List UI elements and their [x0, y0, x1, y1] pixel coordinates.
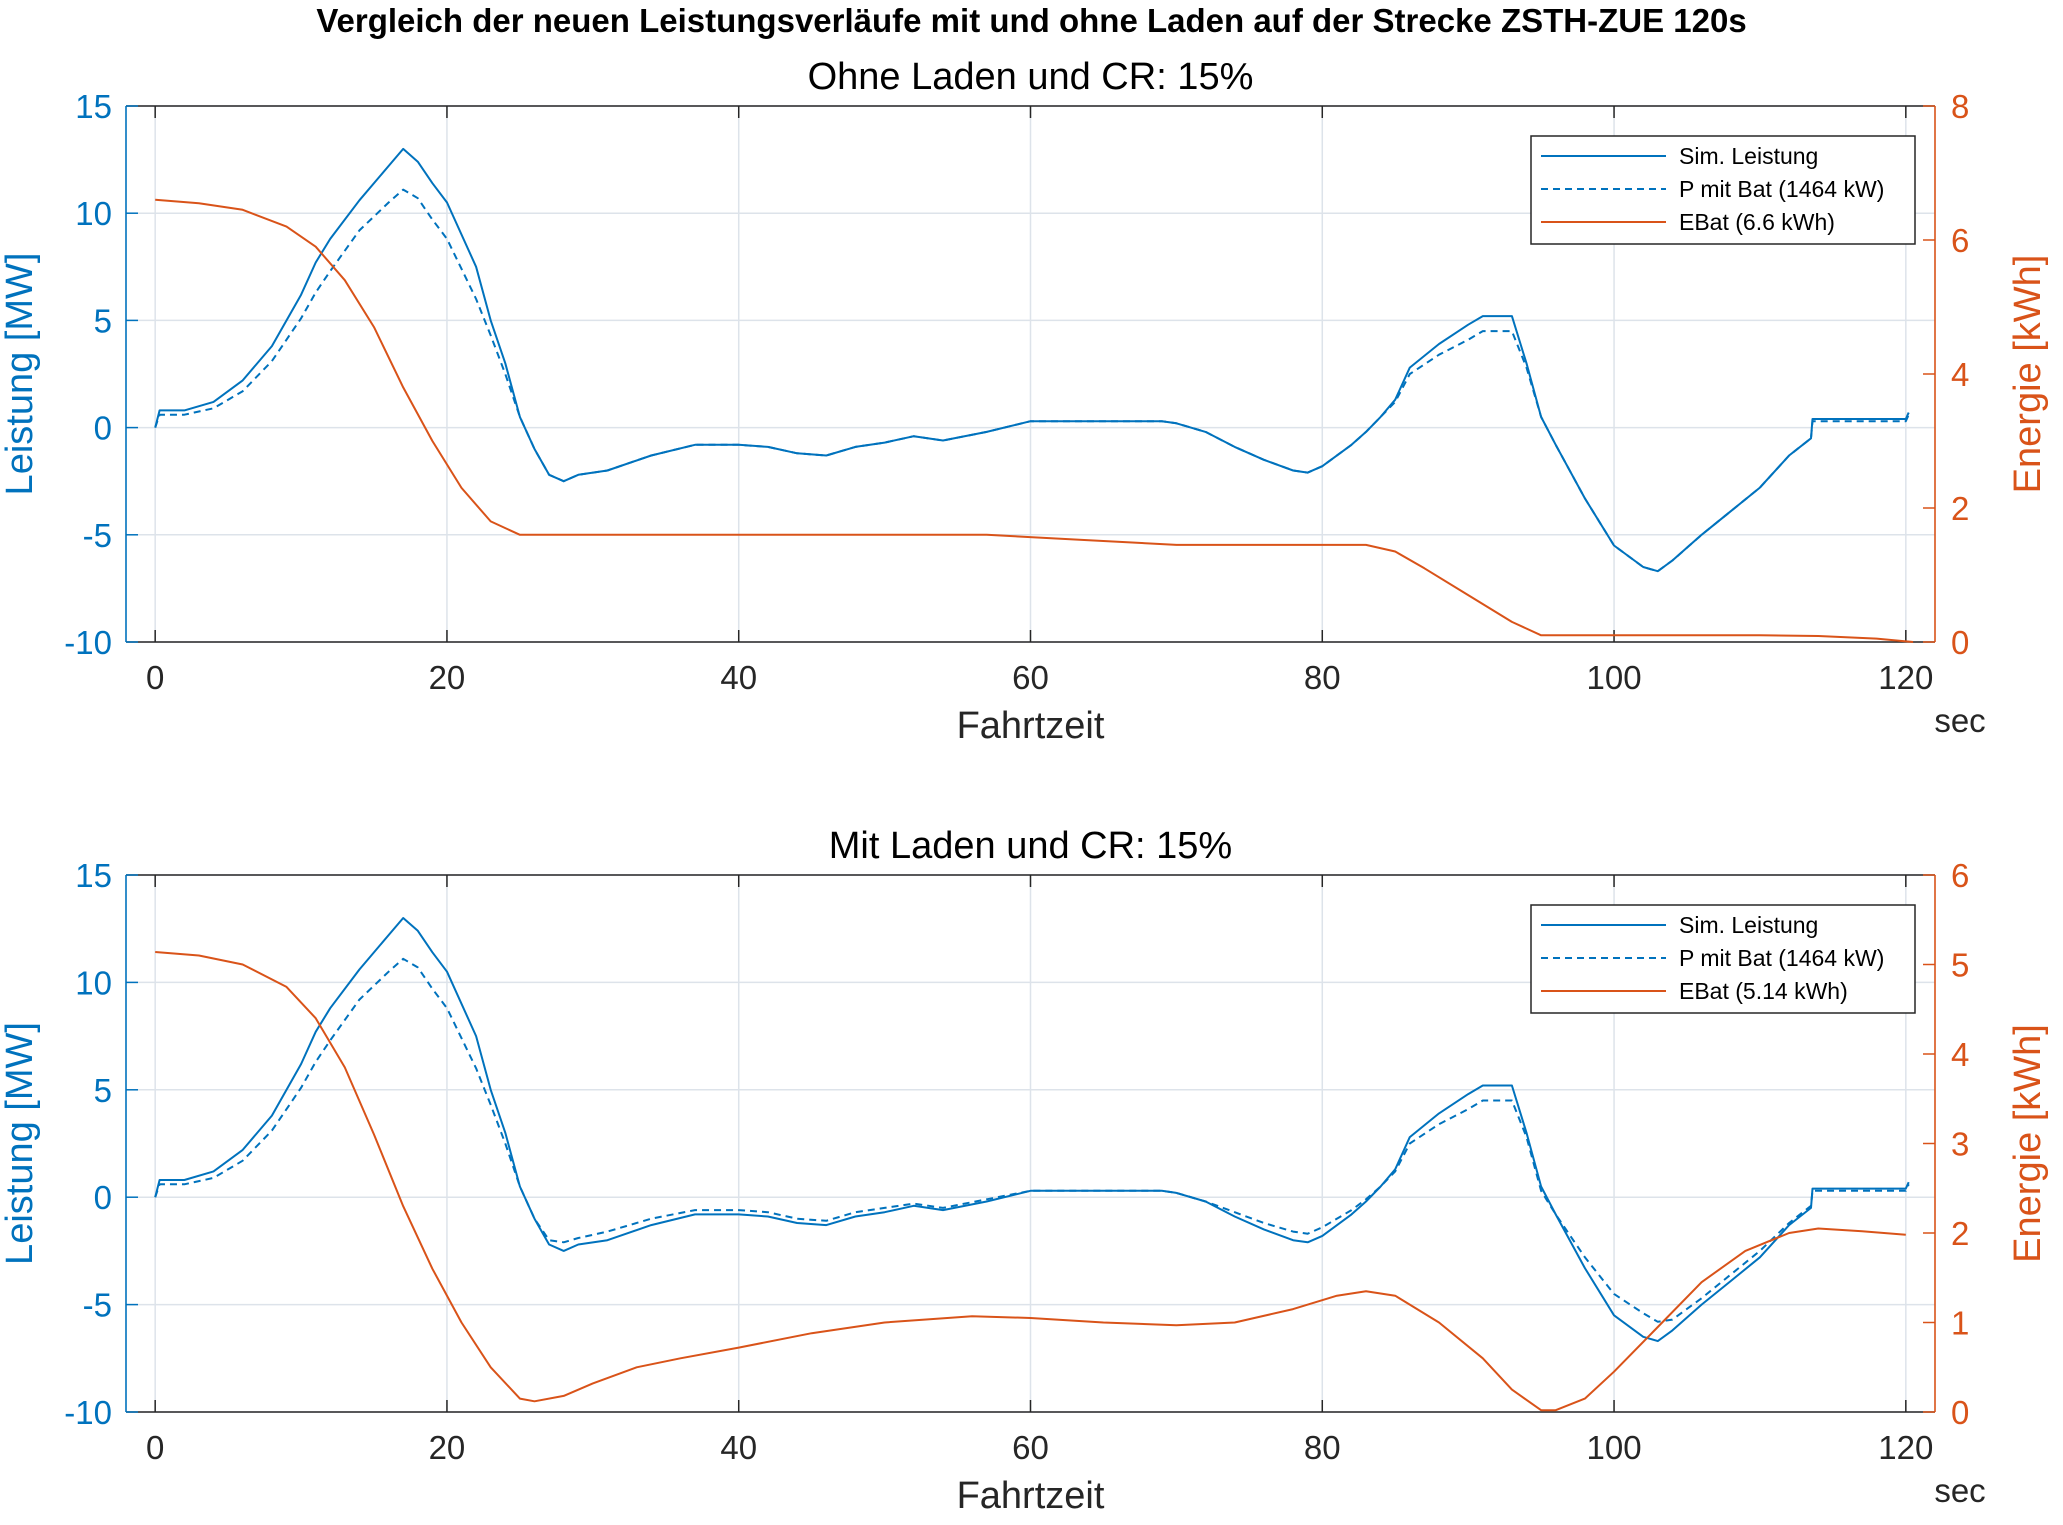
x-tick-label: 80: [1304, 1429, 1341, 1466]
y-right-tick-label: 2: [1951, 490, 1969, 527]
x-tick-label: 80: [1304, 659, 1341, 696]
y-left-tick-label: -5: [83, 517, 112, 554]
y-right-tick-label: 2: [1951, 1215, 1969, 1252]
x-tick-label: 40: [720, 1429, 757, 1466]
x-tick-label: 100: [1587, 659, 1642, 696]
subplot-title: Mit Laden und CR: 15%: [829, 825, 1232, 867]
y-left-tick-label: -5: [83, 1287, 112, 1324]
y-right-axis-label: Energie [kWh]: [2007, 255, 2049, 494]
legend: Sim. Leistung P mit Bat (1464 kW) EBat (6.…: [1530, 135, 1916, 245]
y-right-tick-label: 0: [1951, 624, 1969, 661]
y-left-tick-label: 10: [75, 195, 112, 232]
x-tick-label: 60: [1012, 1429, 1049, 1466]
y-right-axis-label: Energie [kWh]: [2007, 1024, 2049, 1263]
y-right-tick-label: 0: [1951, 1394, 1969, 1431]
legend-entry: EBat (5.14 kWh): [1679, 978, 1848, 1004]
y-left-tick-label: 10: [75, 964, 112, 1001]
y-left-tick-label: 5: [94, 1072, 112, 1109]
y-left-tick-label: -10: [64, 624, 112, 661]
x-axis-label: Fahrtzeit: [957, 705, 1105, 747]
y-left-tick-label: -10: [64, 1394, 112, 1431]
series-line-2: [154, 188, 1910, 573]
legend-entry: P mit Bat (1464 kW): [1679, 945, 1884, 971]
y-left-axis-label: Leistung [MW]: [0, 1022, 41, 1265]
y-left-tick-label: 15: [75, 88, 112, 125]
y-left-tick-label: 0: [94, 1179, 112, 1216]
y-right-tick-label: 4: [1951, 1036, 1969, 1073]
y-left-axis-label: Leistung [MW]: [0, 253, 41, 496]
legend-entry: EBat (6.6 kWh): [1679, 209, 1835, 235]
x-tick-label: 40: [720, 659, 757, 696]
subplot-1: 0 20 40 60 80 100 120 -10 -5 0 5 10 15 0 2 4 6 8 Fahrtzeit…: [0, 56, 2049, 747]
y-left-tick-label: 15: [75, 857, 112, 894]
legend-entry: P mit Bat (1464 kW): [1679, 176, 1884, 202]
y-right-tick-label: 1: [1951, 1305, 1969, 1342]
y-right-tick-label: 4: [1951, 356, 1969, 393]
legend: Sim. Leistung P mit Bat (1464 kW) EBat (5.…: [1530, 904, 1916, 1014]
subplot-2: 0 20 40 60 80 100 120 -10 -5 0 5 10 15 0 1 2 3 4 5 6 Fahrtze…: [0, 825, 2049, 1517]
x-tick-label: 120: [1878, 1429, 1933, 1466]
x-tick-label: 20: [429, 1429, 466, 1466]
y-right-tick-label: 6: [1951, 857, 1969, 894]
series-line-3: [155, 951, 1906, 1412]
y-right-tick-label: 6: [1951, 222, 1969, 259]
y-left-tick-label: 0: [94, 410, 112, 447]
series-line-3: [155, 198, 1914, 643]
x-tick-label: 20: [429, 659, 466, 696]
x-tick-label: 0: [146, 659, 164, 696]
legend-entry: Sim. Leistung: [1679, 912, 1818, 938]
x-tick-label: 120: [1878, 659, 1933, 696]
x-tick-label: 0: [146, 1429, 164, 1466]
x-tick-label: 60: [1012, 659, 1049, 696]
figure-title: Vergleich der neuen Leistungsverläufe mi…: [316, 2, 1747, 39]
y-right-tick-label: 3: [1951, 1126, 1969, 1163]
series-line-2: [154, 957, 1910, 1323]
y-right-tick-label: 5: [1951, 947, 1969, 984]
subplot-title: Ohne Laden und CR: 15%: [808, 56, 1254, 98]
legend-entry: Sim. Leistung: [1679, 143, 1818, 169]
y-right-tick-label: 8: [1951, 88, 1969, 125]
x-axis-unit: sec: [1934, 1472, 1985, 1509]
x-axis-unit: sec: [1934, 702, 1985, 739]
x-tick-label: 100: [1587, 1429, 1642, 1466]
x-axis-label: Fahrtzeit: [957, 1475, 1105, 1517]
y-left-tick-label: 5: [94, 302, 112, 339]
